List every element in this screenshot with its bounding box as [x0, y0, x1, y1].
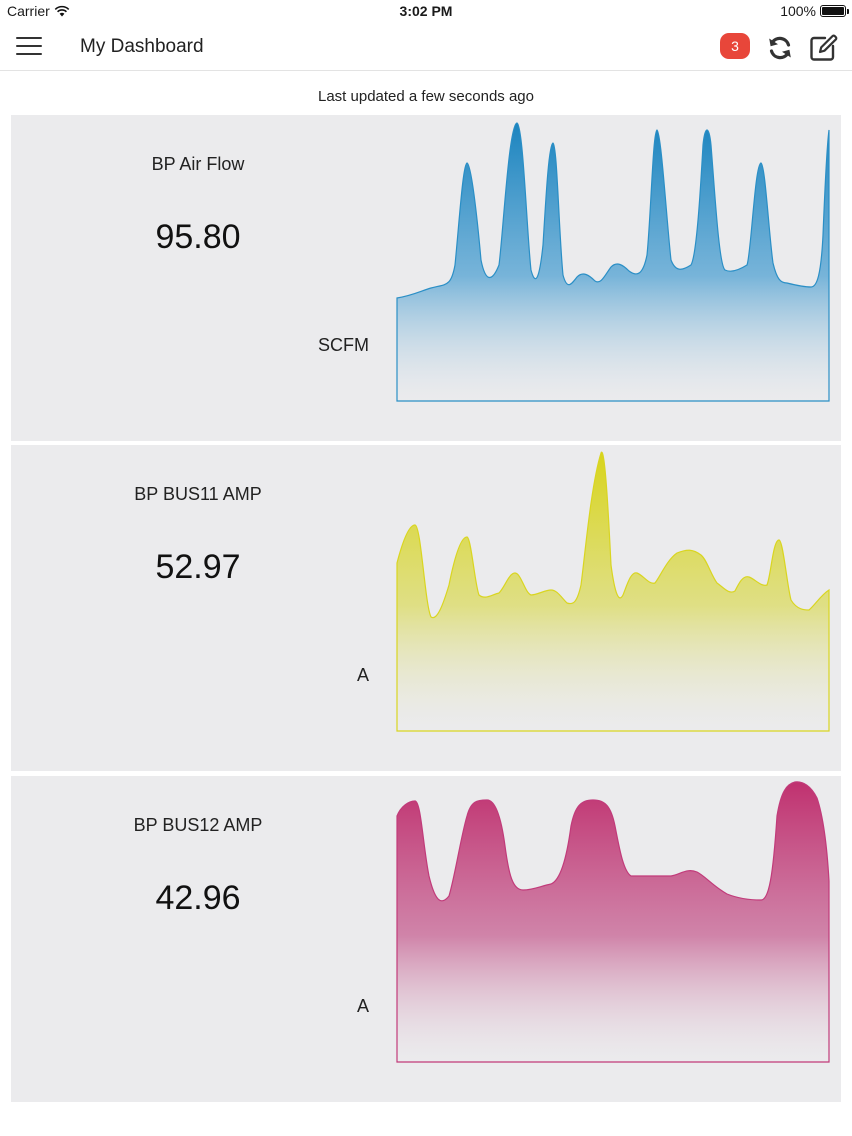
widget-card-bus12-amp[interactable]: BP BUS12 AMP 42.96 A — [11, 776, 841, 1102]
battery-indicator: 100% — [780, 3, 849, 19]
sparkline-chart — [396, 781, 830, 1063]
widget-name: BP BUS11 AMP — [134, 484, 262, 504]
page-title: My Dashboard — [80, 36, 204, 57]
sparkline-chart — [396, 122, 830, 402]
status-time: 3:02 PM — [399, 3, 453, 19]
carrier-indicator: Carrier — [7, 3, 70, 19]
widget-name: BP BUS12 AMP — [133, 815, 263, 835]
sparkline-chart — [396, 451, 830, 732]
widget-name: BP Air Flow — [151, 154, 245, 174]
last-updated-label: Last updated a few seconds ago — [318, 88, 534, 105]
widget-value: 95.80 — [155, 218, 241, 256]
wifi-icon — [54, 5, 70, 17]
widget-unit: A — [356, 665, 369, 685]
navbar: My Dashboard 3 — [0, 24, 852, 71]
sparkline-area — [396, 781, 830, 1063]
widget-unit: SCFM — [318, 335, 369, 355]
notification-badge[interactable]: 3 — [720, 33, 750, 59]
battery-percent: 100% — [780, 3, 816, 19]
carrier-label: Carrier — [7, 3, 50, 19]
sparkline-area — [396, 451, 830, 732]
widget-value: 42.96 — [155, 879, 241, 917]
widget-unit: A — [356, 996, 369, 1016]
battery-icon — [820, 5, 849, 17]
menu-icon[interactable] — [16, 37, 42, 57]
widget-value: 52.97 — [155, 548, 241, 586]
widget-card-air-flow[interactable]: BP Air Flow 95.80 SCFM — [11, 115, 841, 441]
sparkline-area — [396, 122, 830, 402]
edit-icon[interactable] — [808, 33, 838, 63]
widget-card-bus11-amp[interactable]: BP BUS11 AMP 52.97 A — [11, 445, 841, 771]
status-bar: Carrier 3:02 PM 100% — [0, 0, 852, 24]
refresh-icon[interactable] — [766, 34, 794, 62]
